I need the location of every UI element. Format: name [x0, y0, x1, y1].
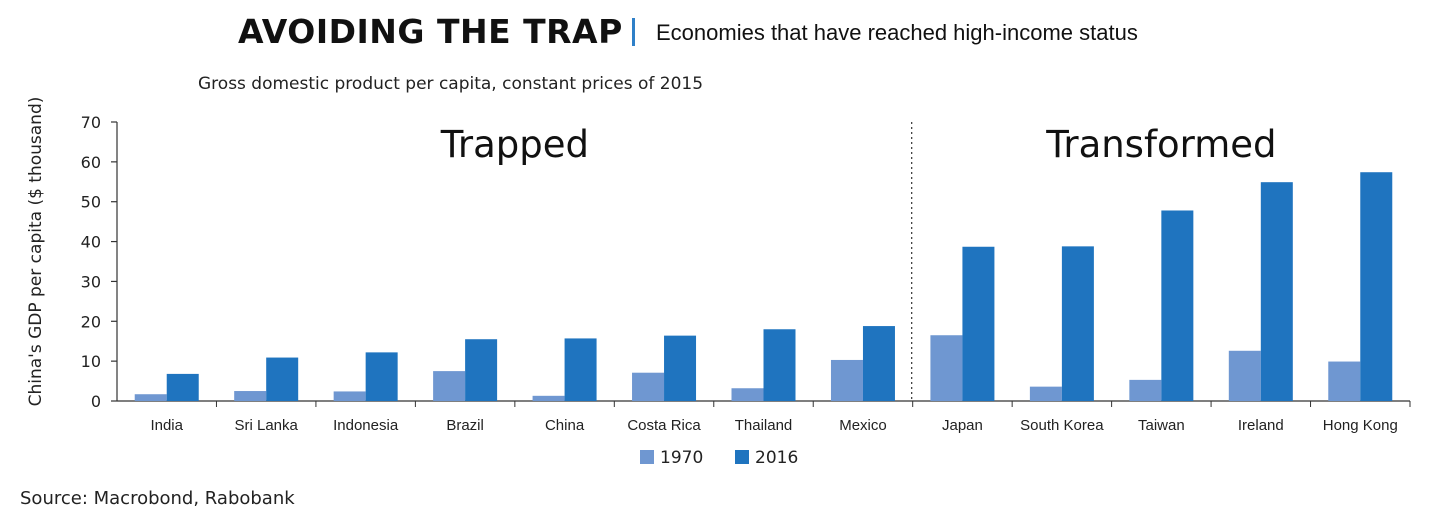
bar-1970-indonesia — [333, 391, 366, 401]
bar-1970-brazil — [433, 371, 466, 401]
x-tick-label: Hong Kong — [1323, 417, 1398, 434]
x-tick-label: China — [545, 417, 585, 434]
x-tick-label: Thailand — [735, 417, 793, 434]
legend-swatch-2016 — [735, 450, 749, 464]
chart-header: AVOIDING THE TRAP Economies that have re… — [0, 8, 1434, 58]
y-tick-label: 60 — [81, 153, 101, 172]
legend-swatch-1970 — [640, 450, 654, 464]
bar-2016-thailand — [763, 329, 796, 401]
y-tick-label: 50 — [81, 193, 101, 212]
chart-subtitle: Economies that have reached high-income … — [656, 20, 1138, 45]
bar-1970-sri-lanka — [234, 391, 267, 401]
bar-2016-ireland — [1260, 182, 1293, 401]
bar-1970-costa-rica — [632, 372, 665, 401]
x-tick-label: Japan — [942, 417, 983, 434]
y-tick-label: 20 — [81, 312, 101, 331]
y-axis-title: China's GDP per capita ($ thousand) — [26, 97, 46, 407]
bar-2016-brazil — [465, 339, 498, 401]
legend-label-2016: 2016 — [755, 448, 798, 468]
legend-label-1970: 1970 — [660, 448, 703, 468]
bar-2016-indonesia — [365, 352, 398, 401]
bar-1970-japan — [930, 335, 963, 401]
bar-2016-taiwan — [1161, 210, 1194, 401]
x-tick-label: Sri Lanka — [235, 417, 299, 434]
bar-1970-south-korea — [1029, 386, 1062, 401]
bar-2016-japan — [962, 246, 995, 401]
x-tick-label: Ireland — [1238, 417, 1284, 434]
y-tick-label: 10 — [81, 352, 101, 371]
bar-2016-china — [564, 338, 597, 401]
bar-1970-china — [532, 395, 565, 401]
x-tick-label: Mexico — [839, 417, 887, 434]
x-tick-label: Taiwan — [1138, 417, 1185, 434]
bar-1970-ireland — [1228, 350, 1261, 401]
y-tick-label: 70 — [81, 113, 101, 132]
x-tick-label: Indonesia — [333, 417, 399, 434]
bar-1970-india — [134, 394, 167, 401]
x-tick-label: India — [150, 417, 183, 434]
bar-1970-mexico — [830, 359, 863, 401]
x-tick-label: South Korea — [1020, 417, 1104, 434]
source-note: Source: Macrobond, Rabobank — [20, 488, 295, 509]
group-label-transformed: Transformed — [1045, 123, 1276, 166]
x-tick-label: Brazil — [446, 417, 484, 434]
x-tick-label: Costa Rica — [627, 417, 701, 434]
bar-2016-india — [166, 373, 199, 401]
bar-1970-taiwan — [1129, 379, 1162, 401]
bar-2016-costa-rica — [664, 335, 697, 401]
title-separator — [632, 18, 635, 46]
bar-1970-thailand — [731, 388, 764, 401]
bar-1970-hong-kong — [1328, 361, 1361, 401]
group-label-trapped: Trapped — [440, 123, 589, 166]
chart-title: AVOIDING THE TRAP — [238, 12, 623, 51]
y-tick-label: 30 — [81, 272, 101, 291]
bar-2016-hong-kong — [1360, 172, 1393, 401]
y-tick-label: 40 — [81, 233, 101, 252]
bar-2016-sri-lanka — [266, 357, 299, 401]
chart-note: Gross domestic product per capita, const… — [198, 74, 704, 94]
bar-2016-south-korea — [1061, 246, 1094, 401]
y-tick-label: 0 — [91, 392, 101, 411]
bar-2016-mexico — [862, 326, 895, 401]
